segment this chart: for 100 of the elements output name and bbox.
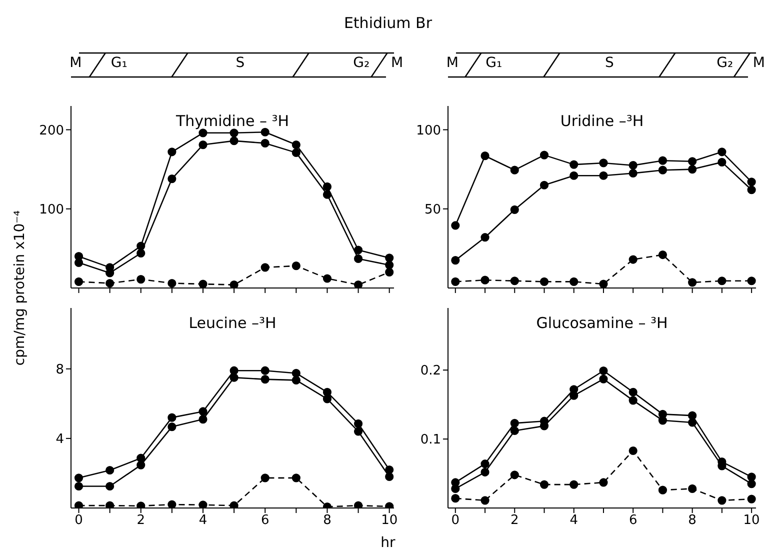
- point: [230, 501, 238, 508]
- point: [322, 274, 332, 283]
- point: [628, 168, 638, 178]
- point: [322, 182, 332, 192]
- point: [260, 474, 270, 482]
- x-tick-label: 10: [381, 513, 398, 528]
- point: [570, 171, 578, 180]
- point: [688, 157, 697, 166]
- point: [292, 140, 300, 150]
- text: G₁: [110, 55, 128, 71]
- point: [74, 482, 84, 491]
- point: [599, 280, 608, 288]
- point: [260, 366, 270, 375]
- point: [106, 501, 114, 508]
- point: [480, 496, 490, 505]
- y-tick-label: 100: [416, 123, 441, 138]
- point: [292, 262, 300, 270]
- y-tick-label: 0.1: [420, 432, 441, 448]
- y-tick-label: 200: [39, 123, 64, 138]
- point: [510, 276, 519, 286]
- point: [230, 366, 238, 375]
- point: [628, 388, 638, 396]
- point: [688, 484, 697, 493]
- text: M: [446, 55, 458, 71]
- text: G₁: [486, 55, 502, 71]
- point: [570, 480, 578, 489]
- point: [168, 422, 176, 432]
- point: [292, 148, 300, 157]
- point: [480, 460, 490, 468]
- point: [136, 274, 146, 284]
- text: G₂: [353, 55, 370, 71]
- point: [480, 468, 490, 476]
- point: [570, 391, 578, 400]
- point: [198, 280, 208, 288]
- point: [385, 268, 394, 276]
- x-tick-label: 8: [688, 513, 696, 528]
- point: [599, 478, 608, 487]
- text: S: [236, 55, 245, 71]
- x-tick-label: 2: [510, 513, 519, 528]
- point: [628, 255, 638, 264]
- point: [198, 415, 208, 424]
- point: [688, 278, 697, 287]
- point: [260, 263, 270, 272]
- x-tick-label: 4: [570, 513, 578, 528]
- point: [747, 178, 756, 186]
- point: [688, 165, 697, 174]
- chart-subtitle: Uridine –³H: [559, 112, 645, 130]
- point: [747, 186, 756, 194]
- point: [136, 460, 146, 470]
- point: [106, 466, 114, 475]
- text: M: [391, 55, 404, 71]
- point: [168, 148, 176, 156]
- point: [74, 501, 84, 508]
- point: [198, 500, 208, 508]
- point: [628, 396, 638, 405]
- point: [510, 418, 519, 428]
- point: [74, 474, 84, 482]
- point: [136, 248, 146, 258]
- point: [451, 256, 460, 265]
- text: S: [604, 55, 614, 71]
- point: [540, 180, 549, 190]
- point: [74, 277, 84, 286]
- point: [230, 136, 238, 146]
- chart-subtitle: Leucine –³H: [188, 314, 278, 332]
- point: [718, 276, 726, 286]
- point: [354, 501, 363, 508]
- point: [168, 278, 176, 288]
- point: [599, 374, 608, 384]
- point: [747, 494, 756, 504]
- point: [354, 419, 363, 428]
- y-tick-label: 4: [56, 432, 64, 448]
- point: [136, 502, 146, 508]
- point: [168, 413, 176, 422]
- point: [658, 166, 668, 174]
- point: [322, 394, 332, 404]
- point: [136, 242, 146, 250]
- x-tick-label: 0: [74, 513, 83, 528]
- point: [106, 278, 114, 288]
- point: [168, 500, 176, 508]
- point: [260, 375, 270, 384]
- text: G₂: [716, 55, 734, 71]
- point: [168, 174, 176, 184]
- point: [480, 276, 490, 284]
- point: [354, 254, 363, 264]
- point: [385, 260, 394, 270]
- point: [260, 128, 270, 136]
- y-tick-label: 0.2: [420, 364, 441, 379]
- point: [230, 373, 238, 382]
- point: [292, 376, 300, 384]
- point: [628, 446, 638, 456]
- point: [198, 407, 208, 416]
- y-tick-label: 50: [424, 202, 441, 218]
- point: [658, 250, 668, 260]
- point: [718, 148, 726, 156]
- text: M: [70, 55, 82, 71]
- point: [354, 246, 363, 254]
- point: [570, 277, 578, 286]
- point: [480, 152, 490, 160]
- point: [718, 496, 726, 505]
- point: [322, 190, 332, 199]
